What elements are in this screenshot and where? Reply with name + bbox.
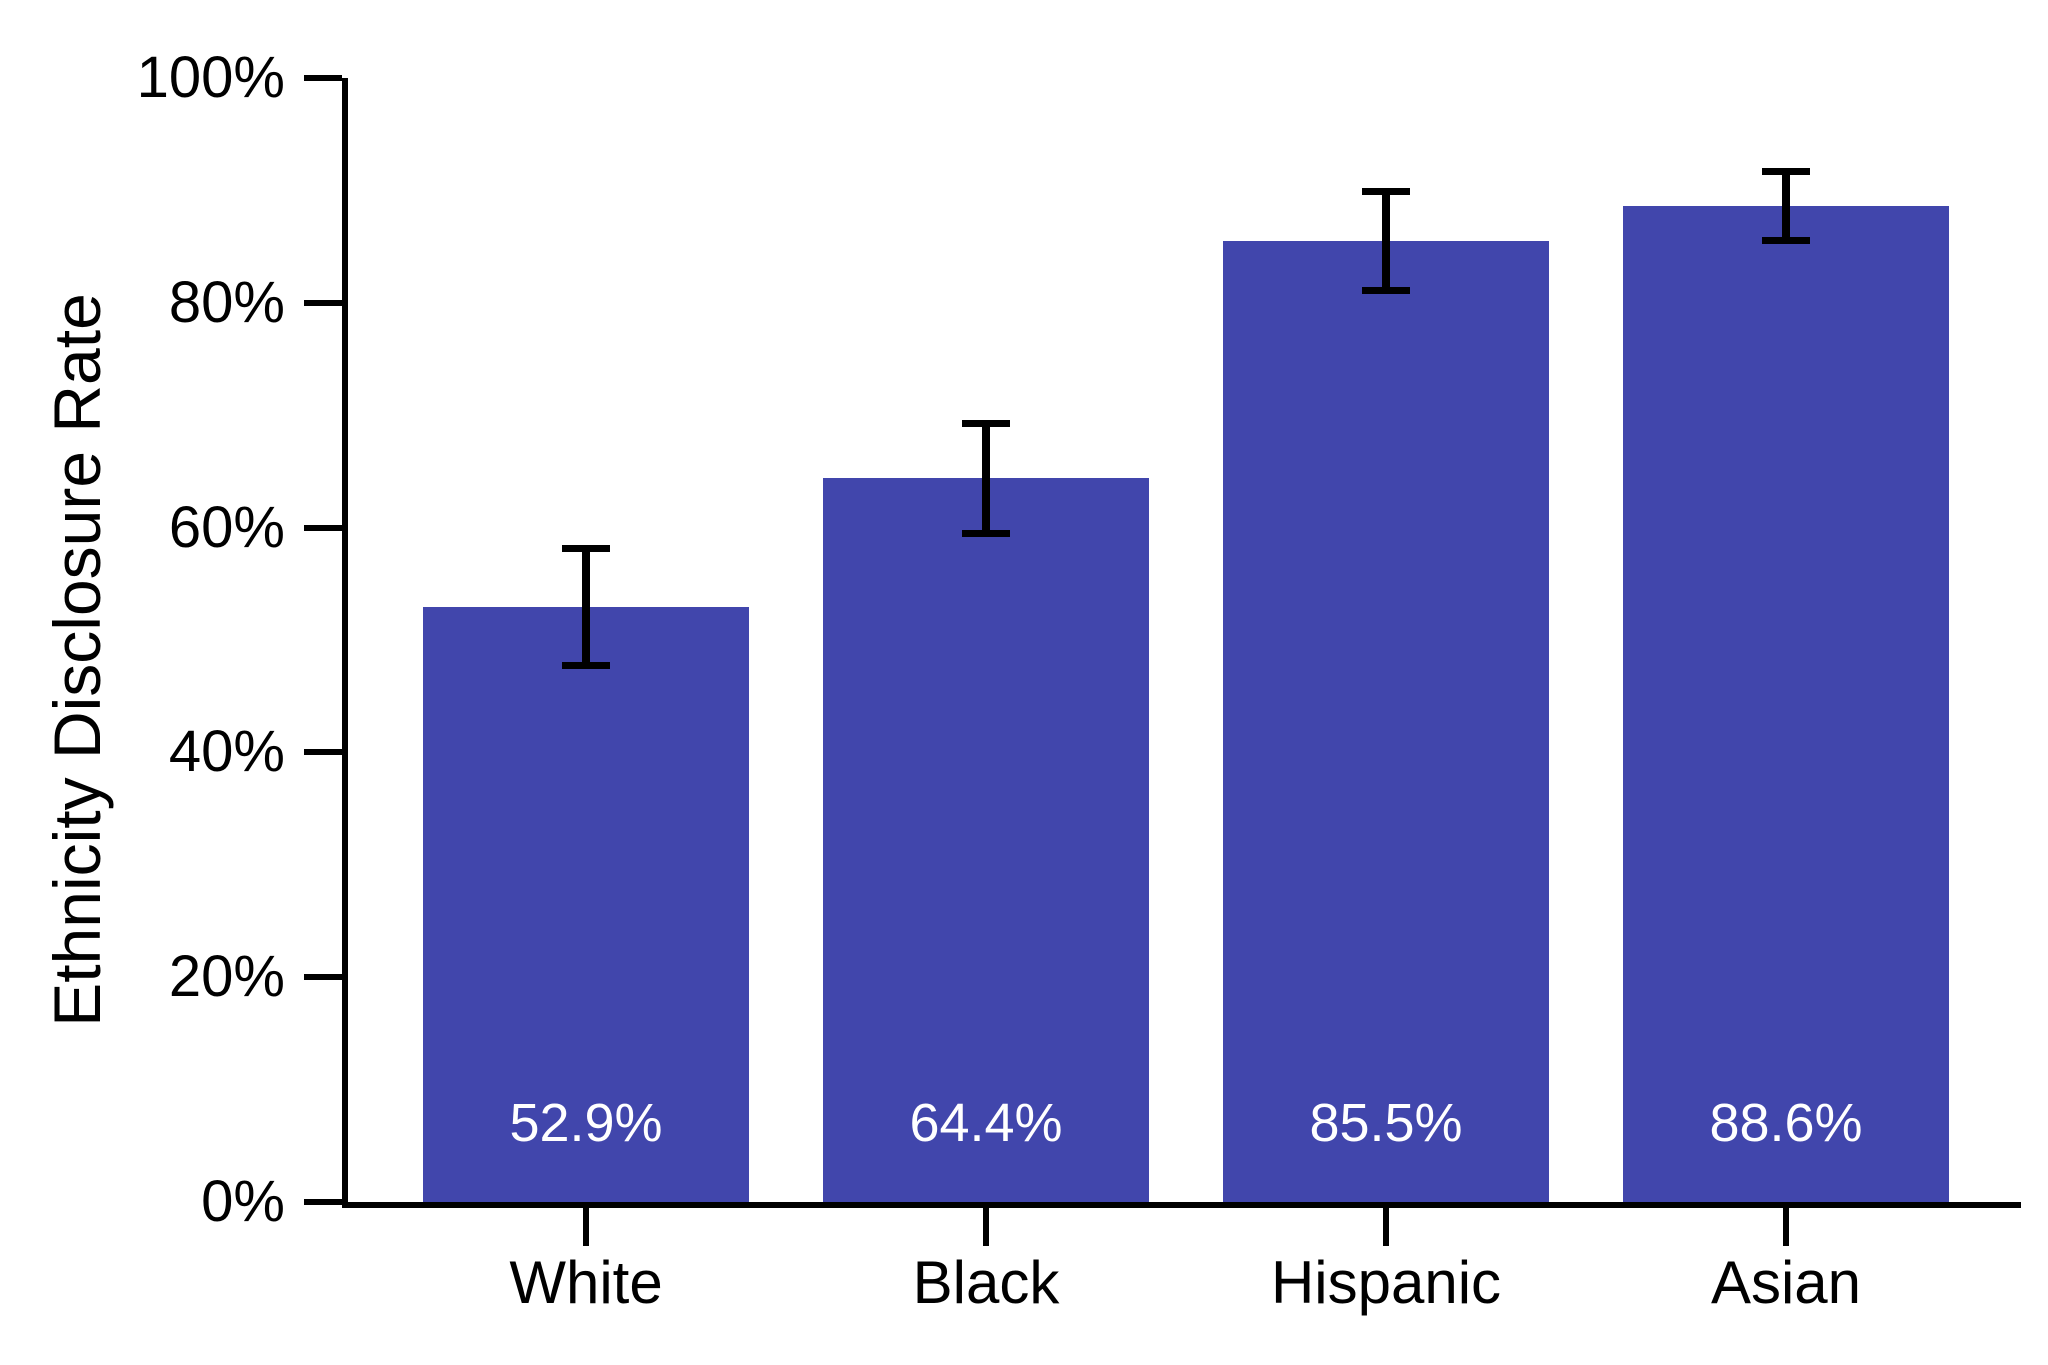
error-bar bbox=[1782, 171, 1790, 241]
error-bar bbox=[982, 423, 990, 534]
x-tick bbox=[1783, 1208, 1789, 1246]
error-bar-cap-bottom bbox=[962, 529, 1010, 537]
y-tick bbox=[304, 749, 342, 756]
x-tick bbox=[583, 1208, 589, 1246]
y-tick bbox=[304, 299, 342, 306]
plot-area: 0% 20% 40% 60% 80% 100% 52.9% 64.4% 85.5% 88.6% … bbox=[137, 49, 2021, 1316]
bar-value-label: 88.6% bbox=[1709, 1093, 1863, 1153]
error-bar-cap-top bbox=[962, 419, 1010, 427]
y-tick-label: 0% bbox=[201, 1169, 285, 1234]
bar-value-label: 52.9% bbox=[509, 1093, 663, 1153]
bar bbox=[423, 607, 749, 1202]
error-bar-cap-bottom bbox=[562, 662, 610, 670]
y-tick bbox=[304, 75, 342, 81]
x-category-label: Hispanic bbox=[1270, 1249, 1502, 1316]
error-bar-cap-bottom bbox=[1762, 237, 1810, 245]
error-bar-cap-bottom bbox=[1362, 286, 1410, 294]
y-tick bbox=[304, 974, 342, 981]
y-tick-label: 20% bbox=[168, 944, 285, 1010]
error-bar bbox=[582, 548, 590, 666]
error-bar-cap-top bbox=[1762, 167, 1810, 175]
x-tick bbox=[983, 1208, 989, 1246]
y-tick bbox=[304, 524, 342, 531]
x-category-label: Black bbox=[912, 1249, 1060, 1316]
bar-value-label: 85.5% bbox=[1309, 1093, 1463, 1153]
y-tick-label: 40% bbox=[168, 719, 285, 785]
error-bar bbox=[1382, 191, 1390, 291]
y-tick-label: 80% bbox=[168, 269, 285, 335]
x-tick bbox=[1383, 1208, 1389, 1246]
bar bbox=[823, 478, 1149, 1202]
error-bar-cap-top bbox=[1362, 188, 1410, 196]
y-axis-label: Ethnicity Disclosure Rate bbox=[40, 293, 114, 1027]
error-bar-cap-top bbox=[562, 545, 610, 553]
y-tick bbox=[304, 1199, 342, 1205]
x-category-label: White bbox=[509, 1249, 663, 1316]
y-tick-label: 60% bbox=[168, 494, 285, 560]
bar-value-label: 64.4% bbox=[909, 1093, 1063, 1153]
bar bbox=[1623, 206, 1949, 1202]
x-category-label: Asian bbox=[1710, 1249, 1862, 1316]
y-tick-label: 100% bbox=[136, 45, 285, 110]
bar bbox=[1223, 240, 1549, 1202]
